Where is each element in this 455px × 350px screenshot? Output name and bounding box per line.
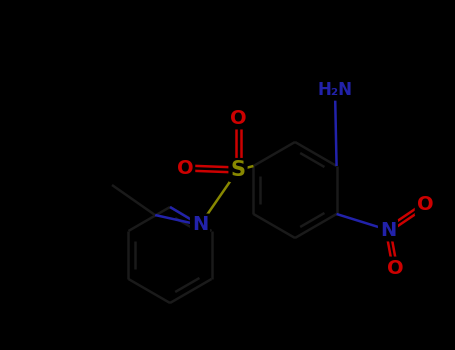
Text: S: S: [231, 160, 246, 180]
Text: O: O: [177, 159, 193, 177]
Text: O: O: [387, 259, 403, 278]
Text: N: N: [192, 216, 208, 234]
Text: N: N: [380, 220, 396, 239]
Text: O: O: [230, 108, 246, 127]
Text: O: O: [417, 196, 433, 215]
Text: H₂N: H₂N: [318, 81, 353, 99]
